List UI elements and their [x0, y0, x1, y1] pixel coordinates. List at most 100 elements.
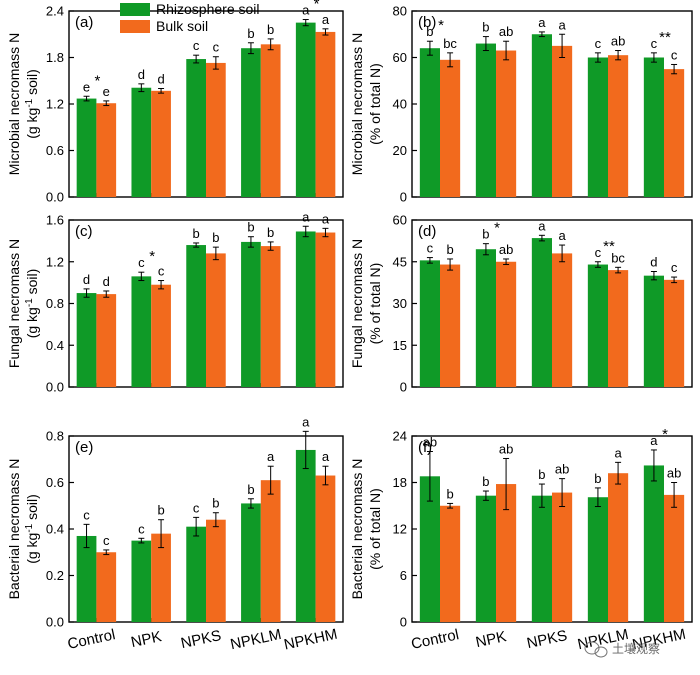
bar-bulk — [664, 69, 685, 197]
bar-rhizosphere — [76, 98, 97, 197]
bar-rhizosphere — [587, 57, 608, 197]
category-label: Control — [410, 626, 461, 653]
bar-bulk — [496, 50, 517, 198]
legend-swatch — [120, 20, 150, 33]
significance-letter: b — [446, 486, 453, 501]
category-label: NPKS — [525, 627, 569, 652]
bar-bulk — [664, 279, 685, 387]
wechat-logo-bubble — [594, 646, 608, 658]
significance-star: * — [149, 248, 155, 265]
panel-d: 0 15 30 45 60 Fungal necromass N (% of total N… — [349, 213, 693, 395]
significance-letter: e — [83, 79, 90, 94]
bar-bulk — [96, 552, 117, 622]
significance-letter: a — [322, 211, 330, 226]
significance-letter: c — [103, 533, 110, 548]
watermark: 土壤观察 — [584, 641, 660, 658]
panel-c: 0.0 0.4 0.8 1.2 1.6 Fungal necromass N (g kg-1… — [6, 209, 344, 395]
y-axis-unit: (% of total N) — [367, 263, 383, 345]
panel-a: 0.0 0.6 1.2 1.8 2.4 Microbial necromass N (g k… — [6, 0, 344, 205]
significance-star: * — [94, 72, 100, 89]
significance-letter: ab — [499, 24, 513, 39]
significance-letter: ab — [499, 441, 513, 456]
bar-bulk — [496, 261, 517, 387]
bar-bulk — [440, 264, 461, 387]
bar-bulk — [96, 294, 117, 387]
bar-bulk — [315, 31, 336, 197]
significance-star: * — [662, 426, 668, 443]
y-axis-unit: (g kg-1 soil) — [24, 269, 40, 339]
significance-letter: b — [482, 20, 489, 35]
significance-letter: d — [650, 254, 657, 269]
bar-bulk — [96, 103, 117, 197]
panel-label: (b) — [418, 14, 436, 31]
bar-bulk — [608, 473, 629, 622]
significance-letter: c — [158, 264, 165, 279]
bar-bulk — [151, 533, 171, 622]
bar-rhizosphere — [241, 48, 261, 198]
bar-rhizosphere — [643, 465, 664, 622]
panel-label: (d) — [418, 223, 436, 240]
bar-rhizosphere — [241, 503, 261, 622]
significance-letter: c — [595, 245, 602, 260]
bar-rhizosphere — [186, 245, 206, 387]
y-tick-label: 1.8 — [46, 50, 64, 65]
y-tick-label: 0.8 — [46, 296, 64, 311]
significance-letter: ab — [499, 242, 513, 257]
y-tick-label: 0.0 — [46, 380, 64, 395]
y-tick-label: 18 — [393, 475, 407, 490]
y-tick-label: 0.2 — [46, 568, 64, 583]
bar-bulk — [664, 494, 685, 622]
significance-letter: c — [427, 241, 434, 256]
significance-letter: a — [322, 449, 330, 464]
y-tick-label: 6 — [400, 568, 407, 583]
bar-bulk — [151, 90, 171, 197]
watermark-text: 土壤观察 — [612, 641, 660, 656]
y-tick-label: 20 — [393, 143, 407, 158]
y-axis-title: Bacterial necromass N — [349, 459, 365, 600]
significance-letter: c — [671, 47, 678, 62]
significance-letter: b — [247, 220, 254, 235]
bar-rhizosphere — [643, 275, 664, 387]
y-tick-label: 1.6 — [46, 213, 64, 228]
bar-bulk — [440, 505, 461, 622]
significance-star: * — [494, 220, 500, 237]
significance-letter: ab — [611, 34, 625, 49]
significance-letter: a — [558, 228, 566, 243]
y-tick-label: 0 — [400, 615, 407, 630]
y-tick-label: 0.0 — [46, 190, 64, 205]
y-tick-label: 0.6 — [46, 475, 64, 490]
y-tick-label: 45 — [393, 254, 407, 269]
bar-rhizosphere — [131, 276, 152, 387]
panel-label: (a) — [75, 14, 93, 31]
bar-rhizosphere — [295, 22, 316, 197]
significance-letter: b — [267, 225, 274, 240]
y-axis-unit: (% of total N) — [367, 63, 383, 145]
bar-rhizosphere — [186, 526, 206, 622]
bar-bulk — [151, 284, 171, 387]
significance-letter: d — [103, 274, 110, 289]
bar-rhizosphere — [76, 535, 97, 622]
bar-rhizosphere — [419, 48, 440, 198]
bar-rhizosphere — [475, 249, 496, 387]
y-tick-label: 0.8 — [46, 429, 64, 444]
significance-letter: b — [212, 230, 219, 245]
panel-b: 0 20 40 60 80 Microbial necromass N (% of tota… — [349, 4, 693, 205]
y-axis-unit: (g kg-1 soil) — [24, 494, 40, 564]
significance-letter: c — [671, 260, 678, 275]
bar-bulk — [440, 59, 461, 198]
significance-star: ** — [603, 238, 615, 255]
y-tick-label: 1.2 — [46, 254, 64, 269]
bar-bulk — [315, 232, 336, 387]
significance-letter: a — [302, 414, 310, 429]
wechat-logo-icon — [584, 641, 600, 655]
category-label: NPK — [474, 628, 508, 651]
significance-letter: c — [83, 507, 90, 522]
significance-letter: c — [651, 36, 658, 51]
bar-rhizosphere — [531, 238, 552, 387]
significance-letter: b — [157, 503, 164, 518]
significance-letter: c — [595, 36, 602, 51]
bar-rhizosphere — [186, 59, 206, 197]
significance-letter: c — [138, 255, 145, 270]
